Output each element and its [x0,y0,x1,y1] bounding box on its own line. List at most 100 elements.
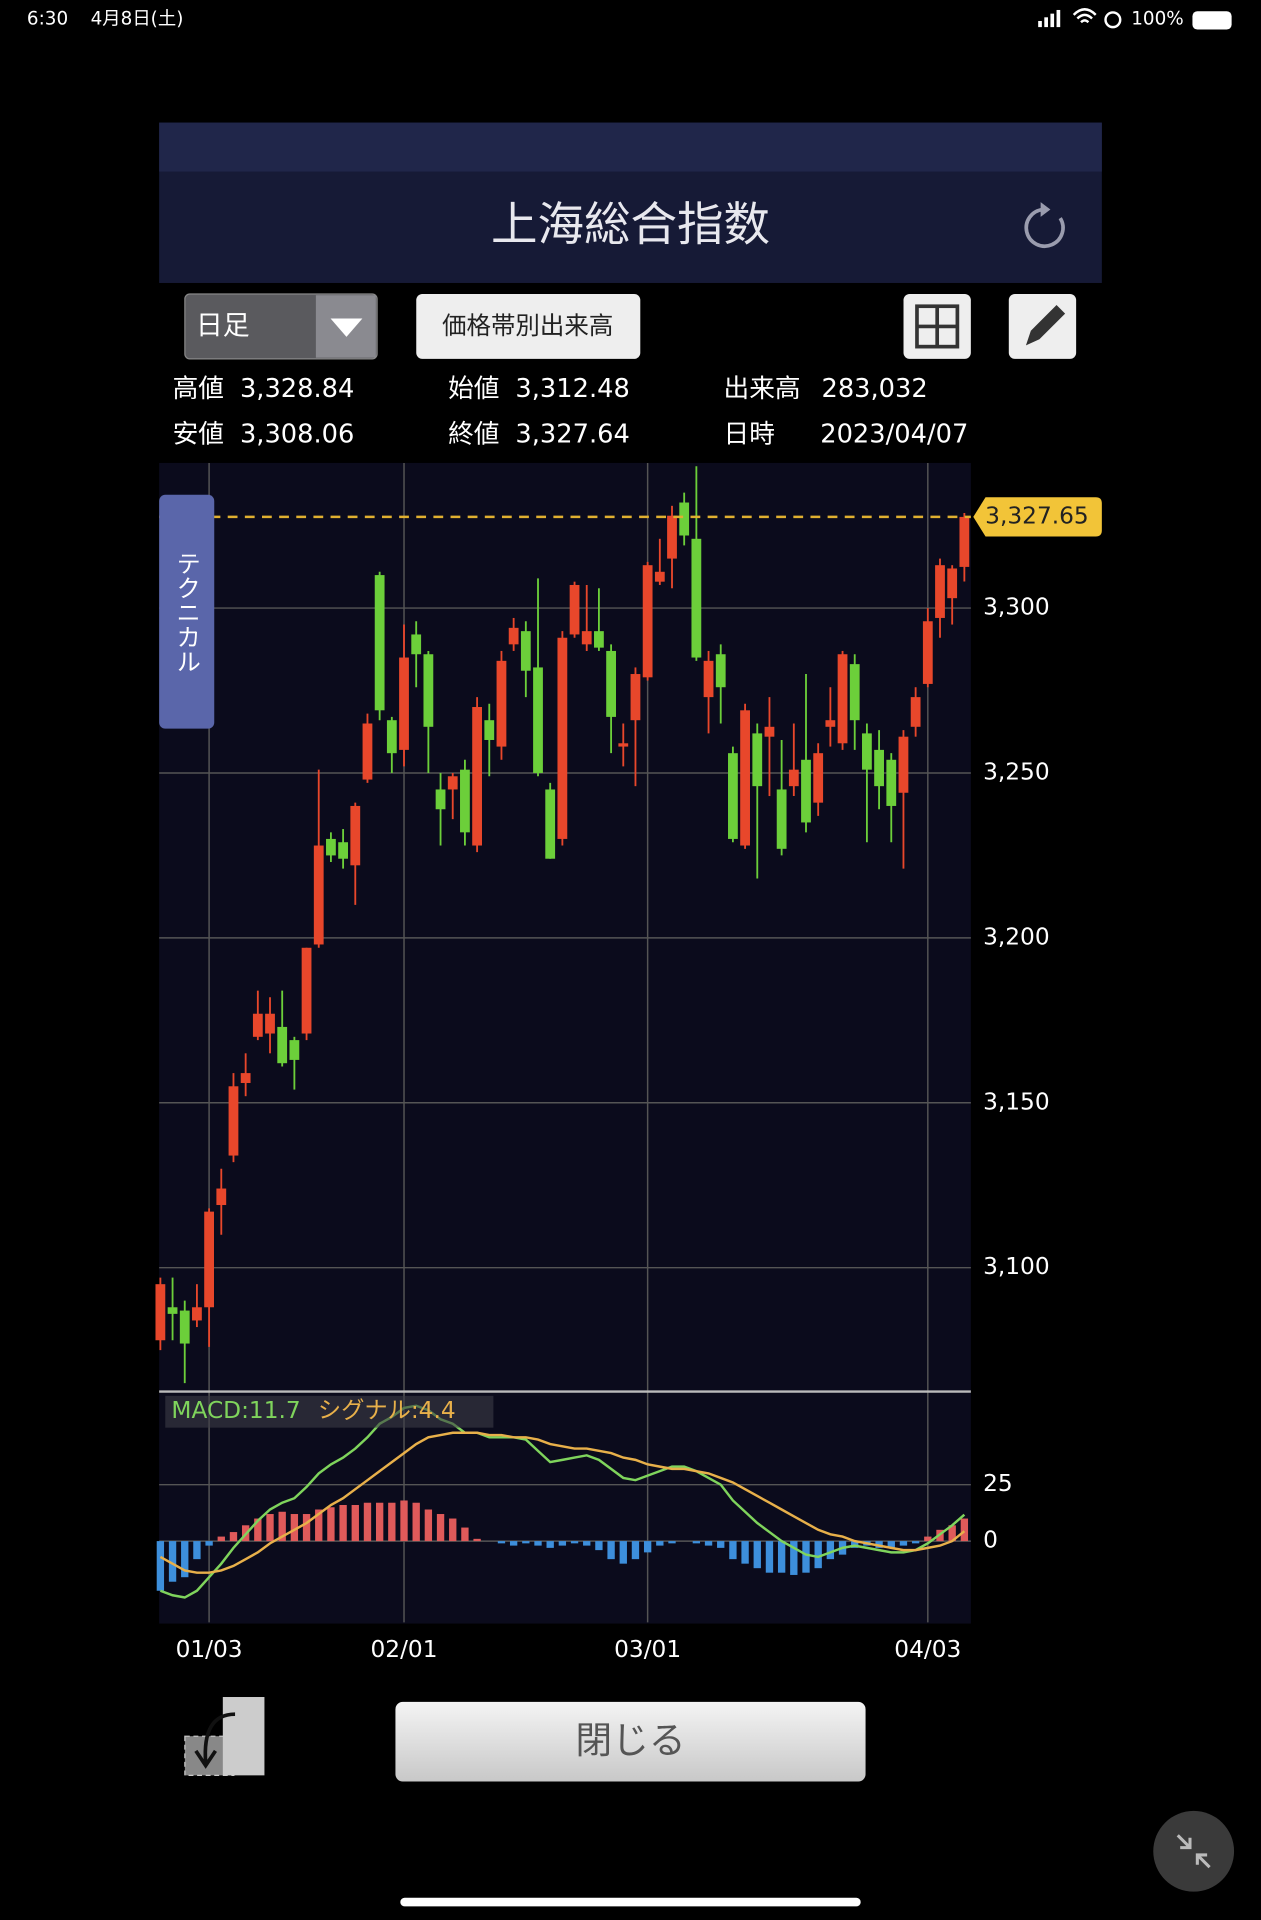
histogram-bar [668,1541,676,1544]
technical-tab[interactable] [159,494,215,729]
refresh-arrow [1040,202,1051,217]
histogram-bar [704,1541,713,1546]
info-label: 日時 [724,419,775,449]
candle-body [338,842,348,859]
macd-line [159,1404,966,1599]
histogram-bar [692,1541,701,1544]
x-tick-label: 03/01 [614,1636,681,1663]
info-value: 3,328.84 [240,374,354,404]
candle-body [752,733,763,787]
info-value: 3,312.48 [515,374,629,404]
candle-body [301,947,312,1034]
candle-body [240,1073,251,1083]
macd-legend-background [165,1395,494,1428]
candle-body [728,753,738,839]
histogram-bar [509,1541,518,1546]
candle-body [691,538,702,658]
volume-button[interactable] [416,293,641,359]
candle-body [520,631,531,671]
histogram-bar [315,1509,323,1542]
y-tick-label: 0 [983,1527,998,1554]
info-panel: 高値 3,328.84 始値 3,312.48 出来高 283,032 安値 3,308.06… [173,374,969,449]
status-battery: 100% [1131,9,1184,30]
x-tick-label: 01/03 [176,1636,243,1663]
histogram-bar [290,1514,299,1542]
last-price-label: 3,327.65 [985,502,1089,529]
candle-body [922,621,933,684]
histogram-bar [595,1541,603,1551]
candle-body [374,575,385,711]
histogram-bar [181,1541,189,1578]
histogram-bar [802,1541,810,1573]
histogram-bar [375,1502,384,1542]
home-indicator [400,1897,861,1907]
histogram-bar [302,1514,311,1542]
histogram-bar [790,1541,798,1575]
info-label: 安値 [173,419,224,449]
candle-body [910,697,921,727]
candle-body [654,571,665,582]
candle-body [837,654,848,744]
histogram-bar [327,1507,335,1542]
histogram-bar [960,1518,969,1542]
histogram-bar [254,1518,262,1542]
y-tick-label: 3,200 [983,923,1050,950]
candle-body [849,664,860,721]
histogram-bar [449,1518,457,1542]
undo-arrow [194,1712,236,1769]
candle-body [460,769,470,833]
candle-body [557,637,568,839]
grid-icon [915,304,960,349]
x-tick-label: 04/03 [894,1636,961,1663]
candle-body [569,584,580,635]
x-tick-label: 02/01 [371,1636,438,1663]
candle-body [508,627,519,645]
legend-entry: MACD:11.7 [171,1397,300,1424]
dropdown-arrow [330,318,363,337]
candle-body [216,1188,227,1206]
histogram-bar [193,1541,201,1560]
candle-body [484,720,495,740]
refresh-button[interactable] [1024,207,1065,249]
y-tick-label: 3,250 [983,758,1050,785]
info-value: 3,308.06 [240,419,354,449]
candle-body [581,631,592,645]
lock-icon [1104,11,1122,29]
histogram-bar [570,1541,579,1544]
histogram-bar [156,1541,165,1591]
histogram-bar [534,1541,542,1546]
collapse-button[interactable] [1153,1810,1235,1892]
close-button[interactable] [395,1701,866,1782]
candle-body [703,660,714,698]
candle-body [435,789,446,810]
candle-body [447,776,458,790]
histogram-bar [497,1541,506,1544]
header-title: 上海総合指数 [491,197,770,251]
undo-icon-front[interactable] [222,1697,265,1776]
candle-body [545,789,556,859]
histogram-bar [826,1541,835,1560]
histogram-bar [656,1541,664,1546]
histogram-bar [473,1538,481,1542]
info-label: 終値 [448,419,499,449]
status-time: 6:30 [27,9,68,30]
histogram-bar [777,1541,786,1573]
candle-body [192,1307,202,1321]
status-date: 4月8日(土) [91,9,184,30]
histogram-bar [948,1525,956,1542]
candle-body [496,660,507,747]
histogram-bar [607,1541,615,1560]
histogram-bar [814,1541,822,1569]
candle-body [386,720,397,754]
candle-body [594,631,604,648]
legend-entry: シグナル:4.4 [318,1397,456,1424]
histogram-bar [717,1541,725,1548]
header-strip [159,122,1102,172]
y-tick-label: 3,300 [983,594,1050,621]
candle-body [801,759,811,823]
candle-body [618,743,629,747]
histogram-bar [363,1502,372,1542]
candle-body [167,1307,178,1314]
candle-body [533,667,543,773]
histogram-bar [583,1541,591,1546]
